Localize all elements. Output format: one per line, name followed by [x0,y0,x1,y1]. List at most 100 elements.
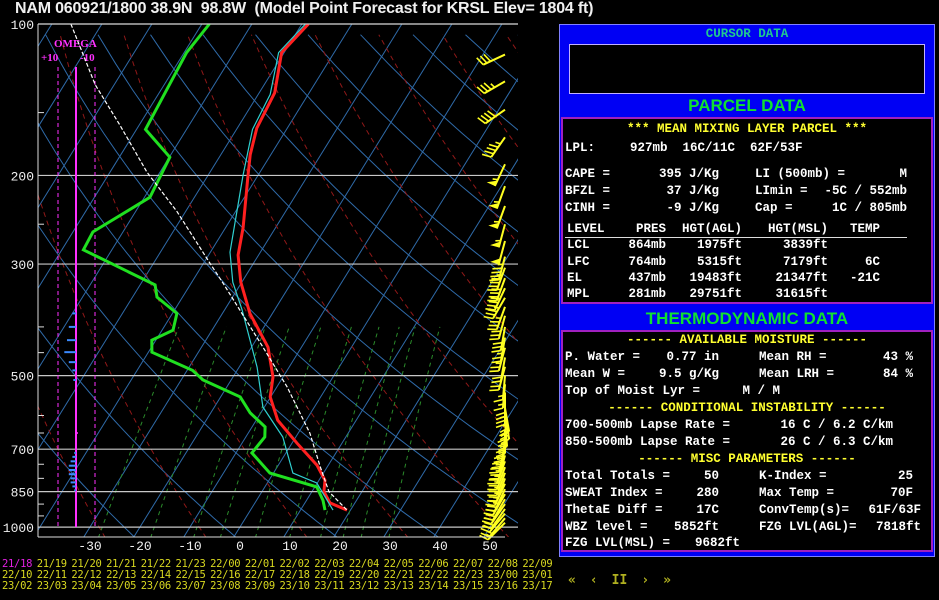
table-cell: 281mb [628,287,666,302]
time-step[interactable]: 22/16 [210,569,241,581]
wind-barb-feather [490,467,500,470]
time-step[interactable]: 23/03 [36,580,67,592]
time-step[interactable]: 22/03 [314,558,345,570]
temp-tick-label: 40 [432,539,448,554]
prev-frame-button[interactable]: ‹ [589,573,598,588]
temp-tick-label: -30 [78,539,101,554]
temp-tick-label: 50 [482,539,498,554]
time-step[interactable]: 22/00 [210,558,241,570]
time-step[interactable]: 22/21 [383,569,414,581]
dry-adiabat-line [38,432,136,537]
skewt-chart[interactable]: OMEGA +10 -10 1002003005007008501000-30-… [0,0,560,556]
wind-barb [489,256,506,282]
wind-barb [487,460,506,485]
time-step[interactable]: 22/18 [279,569,310,581]
wind-barb [487,306,506,331]
time-step[interactable]: 21/20 [71,558,102,570]
time-step[interactable]: 23/11 [314,580,345,592]
time-step[interactable]: 22/14 [140,569,171,581]
first-frame-button[interactable]: « [568,573,576,588]
time-step[interactable]: 21/18 [2,558,33,570]
wind-barb-feather [488,300,499,304]
next-frame-button[interactable]: › [641,573,650,588]
maxtemp-value: 70F [890,486,913,500]
time-step[interactable]: 21/22 [140,558,171,570]
time-step[interactable]: 22/01 [244,558,275,570]
time-step[interactable]: 22/20 [348,569,379,581]
time-step[interactable]: 22/05 [383,558,414,570]
pause-button[interactable]: II [611,573,628,588]
table-cell: 5315ft [696,254,742,269]
time-step[interactable]: 23/09 [244,580,275,592]
lapse-850-500-value: 26 C / 6.3 C/km [780,435,893,449]
time-step[interactable]: 22/13 [106,569,137,581]
bfzl-value: 37 J/Kg [666,184,719,198]
wind-barb-half-feather [492,501,499,505]
parcel-levels-table: LEVEL PRES HGT(AGL) HGT(MSL) TEMP LCL 864mb 197… [567,221,880,302]
fzg-msl-value: 9682ft [694,536,740,550]
time-step[interactable]: 22/07 [452,558,484,570]
time-step[interactable]: 22/12 [71,569,102,581]
table-cell: 764mb [628,254,666,269]
wind-barb [487,472,506,497]
wind-barb-feather [489,471,499,474]
time-step[interactable]: 23/07 [175,580,206,592]
time-step[interactable]: 22/04 [348,558,379,570]
last-frame-button[interactable]: » [663,573,671,588]
time-step[interactable]: 23/10 [279,580,310,592]
time-step[interactable]: 23/06 [140,580,171,592]
fzg-msl-item: FZG LVL(MSL) = 9682ft [565,535,740,551]
wind-barb-feather [483,524,493,530]
time-step[interactable]: 23/16 [487,580,518,592]
lapse-850-500-label: 850-500mb Lapse Rate = [565,435,731,449]
wind-barb-pennant [486,180,498,186]
time-step[interactable]: 21/19 [36,558,67,570]
time-step[interactable]: 22/06 [418,558,449,570]
omega-panel: OMEGA +10 -10 [41,38,97,527]
moist-top-item: Top of Moist Lyr = M / M [565,383,780,399]
isotherm-line [383,319,518,537]
time-step[interactable]: 23/05 [106,580,137,592]
moist-adiabat-line [378,34,518,245]
isotherm-line [133,24,453,537]
time-step[interactable]: 23/02 [2,580,33,592]
wind-barb-feather [485,508,496,513]
time-step[interactable]: 22/22 [418,569,449,581]
forecast-time-selector[interactable]: 21/18 21/19 21/20 21/21 21/22 21/23 22/00 22/01… [2,559,558,592]
convtemp-item: ConvTemp(s)= 61F/63F [759,502,921,518]
time-step[interactable]: 22/15 [175,569,206,581]
meanlrh-label: Mean LRH = [759,367,835,381]
time-step[interactable]: 22/17 [244,569,275,581]
time-step[interactable]: 22/09 [522,558,553,570]
time-step[interactable]: 23/14 [418,580,449,592]
wind-barb-feather [490,366,500,369]
time-step[interactable]: 23/08 [210,580,241,592]
time-step[interactable]: 22/19 [314,569,345,581]
total-totals-value: 50 [703,469,719,483]
mixing-ratio-line [320,326,380,537]
isotherm-line [283,158,518,537]
lapse-700-500-item: 700-500mb Lapse Rate = 16 C / 6.2 C/km [565,417,893,433]
isotherm-line [0,13,9,538]
pwater-label: P. Water = [565,350,641,364]
wind-barb-feather [492,461,502,465]
time-step[interactable]: 23/15 [452,580,484,592]
time-step[interactable]: 22/23 [452,569,484,581]
time-step[interactable]: 23/17 [522,580,553,592]
time-step[interactable]: 23/04 [71,580,102,592]
time-step[interactable]: 22/08 [487,558,518,570]
time-step[interactable]: 21/21 [106,558,137,570]
time-step[interactable]: 23/00 [487,569,518,581]
time-step[interactable]: 22/02 [279,558,310,570]
wind-barb-feather [495,419,506,425]
time-step[interactable]: 23/12 [348,580,379,592]
time-step[interactable]: 21/23 [175,558,206,570]
time-step[interactable]: 23/01 [522,569,553,581]
time-step[interactable]: 22/11 [36,569,67,581]
mixing-ratio-line [193,326,266,537]
temperature-line [236,24,348,512]
time-step[interactable]: 23/13 [383,580,414,592]
table-cell: 3839ft [782,238,828,253]
time-step[interactable]: 22/10 [2,569,33,581]
wind-barb-feather [481,520,492,525]
